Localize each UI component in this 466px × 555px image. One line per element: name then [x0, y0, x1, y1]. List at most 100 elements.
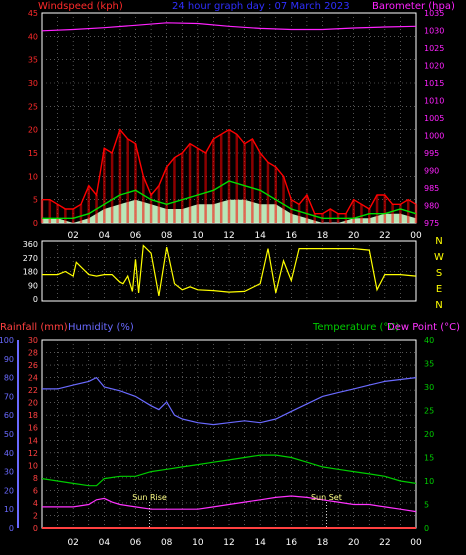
rainfall-tick-label: 22: [28, 386, 38, 395]
climate-panel-hour-axis: 02 04 06 08 10 12 14 16 18 20 22 00: [67, 538, 422, 548]
barometer-tick-label: 1010: [424, 97, 444, 106]
hour-tick-label: 14: [254, 231, 266, 241]
windspeed-tick-label: 5: [33, 196, 38, 205]
rainfall-tick-label: 2: [33, 511, 38, 520]
humidity-tick-label: 10: [4, 505, 14, 514]
rainfall-tick-label: 26: [28, 361, 38, 370]
rainfall-tick-label: 16: [28, 424, 38, 433]
barometer-tick-label: 1000: [424, 132, 444, 141]
barometer-title: Barometer (hpa): [372, 1, 455, 12]
barometer-tick-label: 1020: [424, 62, 444, 71]
wind-panel-series: [40, 22, 418, 223]
rainfall-tick-label: 4: [33, 499, 38, 508]
rainfall-tick-label: 6: [33, 486, 38, 495]
rainfall-tick-label: 0: [33, 524, 38, 533]
dew-point-line: [42, 495, 417, 513]
direction-tick-label: 270: [23, 254, 38, 263]
temperature-tick-label: 5: [424, 501, 429, 510]
hour-tick-label: 12: [223, 538, 234, 548]
sun-annotations: Sun Rise Sun Set: [132, 493, 342, 528]
barometer-axis: 975 980 985 990 995 1000 1005 1010 1015 1020 1025 1…: [424, 9, 444, 228]
humidity-axis: 0 10 20 30 40 50 60 70 80 90 100: [0, 336, 14, 533]
humidity-title: Humidity (%): [68, 322, 134, 333]
temperature-tick-label: 0: [424, 524, 429, 533]
hour-tick-label: 18: [317, 538, 329, 548]
wind-panel-grid: [42, 13, 416, 223]
barometer-tick-label: 1035: [424, 9, 444, 18]
windspeed-title: Windspeed (kph): [38, 1, 123, 12]
windspeed-tick-label: 20: [28, 126, 38, 135]
humidity-tick-label: 100: [0, 336, 14, 345]
rainfall-tick-label: 18: [28, 411, 38, 420]
hour-tick-label: 08: [161, 231, 173, 241]
hour-tick-label: 16: [286, 538, 298, 548]
hour-tick-label: 00: [410, 231, 422, 241]
barometer-tick-label: 1005: [424, 114, 444, 123]
rainfall-tick-label: 24: [28, 374, 38, 383]
rainfall-tick-label: 28: [28, 349, 38, 358]
windspeed-tick-label: 45: [28, 9, 38, 18]
wind-direction-line: [42, 244, 417, 297]
hour-tick-label: 18: [317, 231, 329, 241]
barometer-tick-label: 990: [424, 167, 439, 176]
rainfall-tick-label: 12: [28, 449, 38, 458]
temperature-tick-label: 35: [424, 360, 434, 369]
hour-tick-label: 20: [348, 231, 360, 241]
direction-panel-series: [42, 244, 417, 297]
humidity-tick-label: 60: [4, 411, 14, 420]
humidity-tick-label: 80: [4, 374, 14, 383]
barometer-tick-label: 1030: [424, 27, 444, 36]
windspeed-tick-label: 30: [28, 79, 38, 88]
compass-label: S: [436, 268, 442, 279]
barometer-tick-label: 985: [424, 184, 439, 193]
hour-tick-label: 22: [379, 231, 390, 241]
hour-tick-label: 02: [67, 231, 78, 241]
humidity-tick-label: 30: [4, 468, 14, 477]
direction-tick-label: 90: [28, 281, 38, 290]
direction-tick-label: 360: [23, 240, 38, 249]
temperature-tick-label: 20: [424, 430, 434, 439]
rainfall-tick-label: 20: [28, 399, 38, 408]
temperature-title: Temperature (°C): [312, 322, 399, 333]
hour-tick-label: 06: [130, 538, 142, 548]
humidity-tick-label: 50: [4, 430, 14, 439]
humidity-tick-label: 70: [4, 392, 14, 401]
humidity-tick-label: 40: [4, 449, 14, 458]
hour-tick-label: 14: [254, 538, 266, 548]
temperature-tick-label: 40: [424, 336, 434, 345]
rainfall-tick-label: 8: [33, 474, 38, 483]
chart-title: 24 hour graph day : 07 March 2023: [172, 1, 350, 12]
humidity-line: [42, 376, 417, 426]
temperature-tick-label: 15: [424, 454, 434, 463]
climate-panel-grid: [42, 340, 416, 528]
windspeed-tick-label: 25: [28, 102, 38, 111]
humidity-tick-label: 20: [4, 486, 14, 495]
hour-tick-label: 04: [99, 231, 111, 241]
rainfall-tick-label: 10: [28, 461, 38, 470]
humidity-tick-label: 0: [9, 524, 14, 533]
sun-marker-label: Sun Rise: [132, 493, 167, 502]
wind-panel-hour-axis: 02 04 06 08 10 12 14 16 18 20 22 00: [67, 231, 422, 241]
temperature-tick-label: 25: [424, 407, 434, 416]
compass-label: W: [434, 252, 444, 263]
compass-label: E: [436, 284, 442, 295]
windspeed-tick-label: 15: [28, 149, 38, 158]
rainfall-tick-label: 30: [28, 336, 38, 345]
hour-tick-label: 04: [99, 538, 111, 548]
climate-panel-series: [41, 376, 417, 529]
barometer-tick-label: 980: [424, 202, 439, 211]
barometer-tick-label: 975: [424, 219, 439, 228]
hour-tick-label: 10: [192, 231, 204, 241]
windspeed-tick-label: 10: [28, 172, 38, 181]
sun-marker-label: Sun Set: [311, 493, 342, 502]
temperature-tick-label: 10: [424, 477, 434, 486]
hour-tick-label: 20: [348, 538, 360, 548]
direction-tick-label: 180: [23, 268, 38, 277]
hour-tick-label: 06: [130, 231, 142, 241]
windspeed-tick-label: 0: [33, 219, 38, 228]
